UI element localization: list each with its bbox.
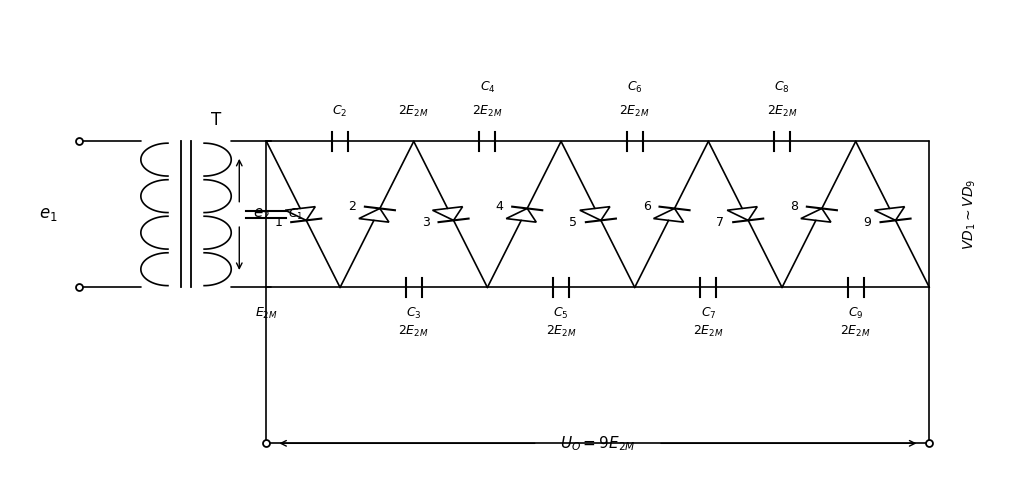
Text: $E_{2M}$: $E_{2M}$ <box>255 306 278 321</box>
Text: $C_1$: $C_1$ <box>288 207 304 222</box>
Text: $C_8$: $C_8$ <box>774 80 790 95</box>
Text: $e_1$: $e_1$ <box>39 205 57 224</box>
Text: $2E_{2M}$: $2E_{2M}$ <box>693 324 724 339</box>
Text: 3: 3 <box>421 216 429 229</box>
Text: 8: 8 <box>790 200 797 213</box>
Text: $2E_{2M}$: $2E_{2M}$ <box>619 104 650 119</box>
Text: $2E_{2M}$: $2E_{2M}$ <box>473 104 502 119</box>
Text: 2: 2 <box>348 200 356 213</box>
Text: $e_2$: $e_2$ <box>253 207 271 222</box>
Text: 1: 1 <box>275 216 282 229</box>
Text: $C_5$: $C_5$ <box>554 306 569 321</box>
Text: $C_6$: $C_6$ <box>627 80 643 95</box>
Text: $C_9$: $C_9$ <box>848 306 863 321</box>
Text: $C_2$: $C_2$ <box>332 104 347 119</box>
Text: 4: 4 <box>495 200 503 213</box>
Text: $2E_{2M}$: $2E_{2M}$ <box>840 324 871 339</box>
Text: 9: 9 <box>864 216 871 229</box>
Text: 6: 6 <box>643 200 651 213</box>
Text: $2E_{2M}$: $2E_{2M}$ <box>767 104 797 119</box>
Text: $U_O = 9E_{2M}$: $U_O = 9E_{2M}$ <box>560 434 636 453</box>
Text: $C_4$: $C_4$ <box>480 80 495 95</box>
Text: $2E_{2M}$: $2E_{2M}$ <box>399 324 429 339</box>
Text: $C_7$: $C_7$ <box>700 306 716 321</box>
Text: $2E_{2M}$: $2E_{2M}$ <box>545 324 576 339</box>
Text: $2E_{2M}$: $2E_{2M}$ <box>399 104 429 119</box>
Text: $VD_1 \sim VD_9$: $VD_1 \sim VD_9$ <box>961 179 978 250</box>
Text: T: T <box>211 111 221 129</box>
Text: 5: 5 <box>569 216 577 229</box>
Text: 7: 7 <box>716 216 725 229</box>
Text: $C_3$: $C_3$ <box>406 306 421 321</box>
